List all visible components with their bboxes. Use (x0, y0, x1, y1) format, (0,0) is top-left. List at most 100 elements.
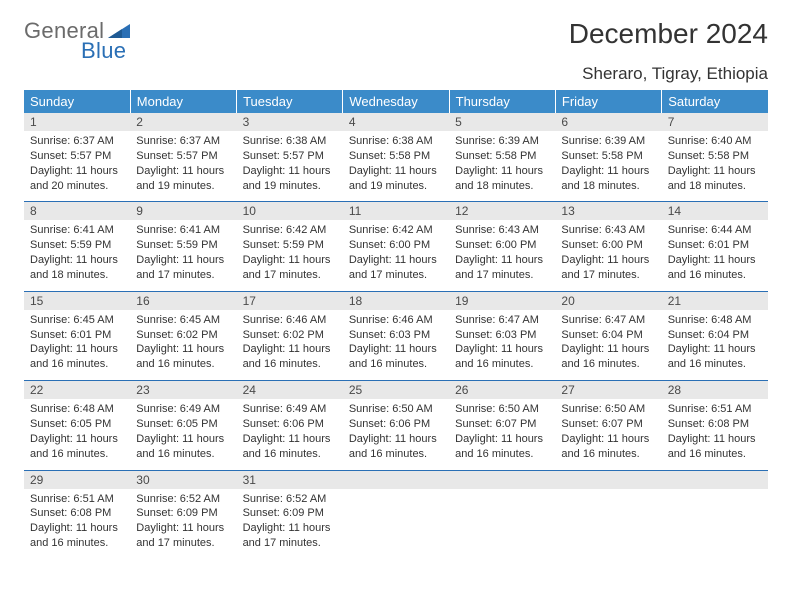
day-info-1: Sunrise: 6:37 AMSunset: 5:57 PMDaylight:… (24, 131, 130, 202)
day-info-22: Sunrise: 6:48 AMSunset: 6:05 PMDaylight:… (24, 399, 130, 470)
week-5-numbers: 293031 (24, 470, 768, 489)
logo-word2: Blue (81, 38, 126, 64)
empty-cell (343, 489, 449, 559)
daylight: Daylight: 11 hours and 16 minutes. (668, 342, 762, 372)
day-info-18: Sunrise: 6:46 AMSunset: 6:03 PMDaylight:… (343, 310, 449, 381)
week-1-numbers: 1234567 (24, 113, 768, 131)
weekday-tuesday: Tuesday (237, 90, 343, 113)
day-number-3: 3 (237, 113, 343, 131)
sunset: Sunset: 6:00 PM (349, 238, 443, 253)
day-info-21: Sunrise: 6:48 AMSunset: 6:04 PMDaylight:… (662, 310, 768, 381)
day-number-21: 21 (662, 291, 768, 310)
daylight: Daylight: 11 hours and 16 minutes. (668, 253, 762, 283)
daylight: Daylight: 11 hours and 16 minutes. (243, 432, 337, 462)
day-info-30: Sunrise: 6:52 AMSunset: 6:09 PMDaylight:… (130, 489, 236, 559)
sunset: Sunset: 6:04 PM (668, 328, 762, 343)
day-info-26: Sunrise: 6:50 AMSunset: 6:07 PMDaylight:… (449, 399, 555, 470)
sunrise: Sunrise: 6:38 AM (243, 134, 337, 149)
sunset: Sunset: 6:06 PM (243, 417, 337, 432)
sunrise: Sunrise: 6:49 AM (243, 402, 337, 417)
sunset: Sunset: 6:03 PM (349, 328, 443, 343)
daylight: Daylight: 11 hours and 16 minutes. (136, 342, 230, 372)
daylight: Daylight: 11 hours and 18 minutes. (30, 253, 124, 283)
sunrise: Sunrise: 6:38 AM (349, 134, 443, 149)
daylight: Daylight: 11 hours and 17 minutes. (349, 253, 443, 283)
day-number-6: 6 (555, 113, 661, 131)
daylight: Daylight: 11 hours and 16 minutes. (455, 432, 549, 462)
sunset: Sunset: 6:01 PM (668, 238, 762, 253)
daylight: Daylight: 11 hours and 16 minutes. (30, 432, 124, 462)
daylight: Daylight: 11 hours and 16 minutes. (30, 521, 124, 551)
sunrise: Sunrise: 6:52 AM (243, 492, 337, 507)
sunrise: Sunrise: 6:47 AM (561, 313, 655, 328)
day-number-7: 7 (662, 113, 768, 131)
week-1-info: Sunrise: 6:37 AMSunset: 5:57 PMDaylight:… (24, 131, 768, 202)
sunrise: Sunrise: 6:37 AM (30, 134, 124, 149)
sunset: Sunset: 6:01 PM (30, 328, 124, 343)
sunrise: Sunrise: 6:45 AM (136, 313, 230, 328)
day-info-31: Sunrise: 6:52 AMSunset: 6:09 PMDaylight:… (237, 489, 343, 559)
week-3-info: Sunrise: 6:45 AMSunset: 6:01 PMDaylight:… (24, 310, 768, 381)
sunrise: Sunrise: 6:42 AM (243, 223, 337, 238)
daylight: Daylight: 11 hours and 16 minutes. (455, 342, 549, 372)
daylight: Daylight: 11 hours and 19 minutes. (136, 164, 230, 194)
sunrise: Sunrise: 6:46 AM (349, 313, 443, 328)
day-info-10: Sunrise: 6:42 AMSunset: 5:59 PMDaylight:… (237, 220, 343, 291)
day-number-20: 20 (555, 291, 661, 310)
empty-cell (343, 470, 449, 489)
daylight: Daylight: 11 hours and 19 minutes. (349, 164, 443, 194)
daylight: Daylight: 11 hours and 17 minutes. (455, 253, 549, 283)
day-info-8: Sunrise: 6:41 AMSunset: 5:59 PMDaylight:… (24, 220, 130, 291)
day-info-9: Sunrise: 6:41 AMSunset: 5:59 PMDaylight:… (130, 220, 236, 291)
week-4-info: Sunrise: 6:48 AM Sunset: 6:05 PM Daylight:… (24, 399, 768, 470)
location: Sheraro, Tigray, Ethiopia (24, 64, 768, 84)
weekday-saturday: Saturday (662, 90, 768, 113)
sunset: Sunset: 6:05 PM (136, 417, 230, 432)
sunrise: Sunrise: 6:50 AM (455, 402, 549, 417)
sunset: Sunset: 6:07 PM (561, 417, 655, 432)
sunrise: Sunrise: 6:48 AM (30, 402, 124, 417)
daylight: Daylight: 11 hours and 16 minutes. (30, 342, 124, 372)
day-number-4: 4 (343, 113, 449, 131)
day-number-23: 23 (130, 381, 236, 400)
sunset: Sunset: 6:00 PM (455, 238, 549, 253)
sunrise: Sunrise: 6:48 AM (668, 313, 762, 328)
sunset: Sunset: 6:03 PM (455, 328, 549, 343)
sunrise: Sunrise: 6:39 AM (561, 134, 655, 149)
day-number-24: 24 (237, 381, 343, 400)
day-info-24: Sunrise: 6:49 AMSunset: 6:06 PMDaylight:… (237, 399, 343, 470)
day-info-14: Sunrise: 6:44 AMSunset: 6:01 PMDaylight:… (662, 220, 768, 291)
sunrise: Sunrise: 6:41 AM (30, 223, 124, 238)
sunrise: Sunrise: 6:50 AM (561, 402, 655, 417)
day-number-9: 9 (130, 202, 236, 221)
sunrise: Sunrise: 6:37 AM (136, 134, 230, 149)
sunset: Sunset: 6:08 PM (668, 417, 762, 432)
daylight: Daylight: 11 hours and 16 minutes. (349, 342, 443, 372)
sunset: Sunset: 6:07 PM (455, 417, 549, 432)
daylight: Daylight: 11 hours and 16 minutes. (349, 432, 443, 462)
weekday-thursday: Thursday (449, 90, 555, 113)
weekday-monday: Monday (130, 90, 236, 113)
sunrise: Sunrise: 6:45 AM (30, 313, 124, 328)
day-info-12: Sunrise: 6:43 AMSunset: 6:00 PMDaylight:… (449, 220, 555, 291)
daylight: Daylight: 11 hours and 17 minutes. (243, 521, 337, 551)
sunset: Sunset: 6:09 PM (243, 506, 337, 521)
sunrise: Sunrise: 6:46 AM (243, 313, 337, 328)
day-info-2: Sunrise: 6:37 AMSunset: 5:57 PMDaylight:… (130, 131, 236, 202)
day-number-27: 27 (555, 381, 661, 400)
sunset: Sunset: 5:57 PM (136, 149, 230, 164)
week-3-numbers: 15161718192021 (24, 291, 768, 310)
day-info-15: Sunrise: 6:45 AMSunset: 6:01 PMDaylight:… (24, 310, 130, 381)
day-info-29: Sunrise: 6:51 AMSunset: 6:08 PMDaylight:… (24, 489, 130, 559)
day-number-22: 22 (24, 381, 130, 400)
day-number-30: 30 (130, 470, 236, 489)
daylight: Daylight: 11 hours and 19 minutes. (243, 164, 337, 194)
sunrise: Sunrise: 6:43 AM (455, 223, 549, 238)
day-number-10: 10 (237, 202, 343, 221)
day-number-2: 2 (130, 113, 236, 131)
day-number-18: 18 (343, 291, 449, 310)
empty-cell (555, 470, 661, 489)
week-4-numbers: 22232425262728 (24, 381, 768, 400)
daylight: Daylight: 11 hours and 18 minutes. (561, 164, 655, 194)
sunset: Sunset: 5:59 PM (243, 238, 337, 253)
